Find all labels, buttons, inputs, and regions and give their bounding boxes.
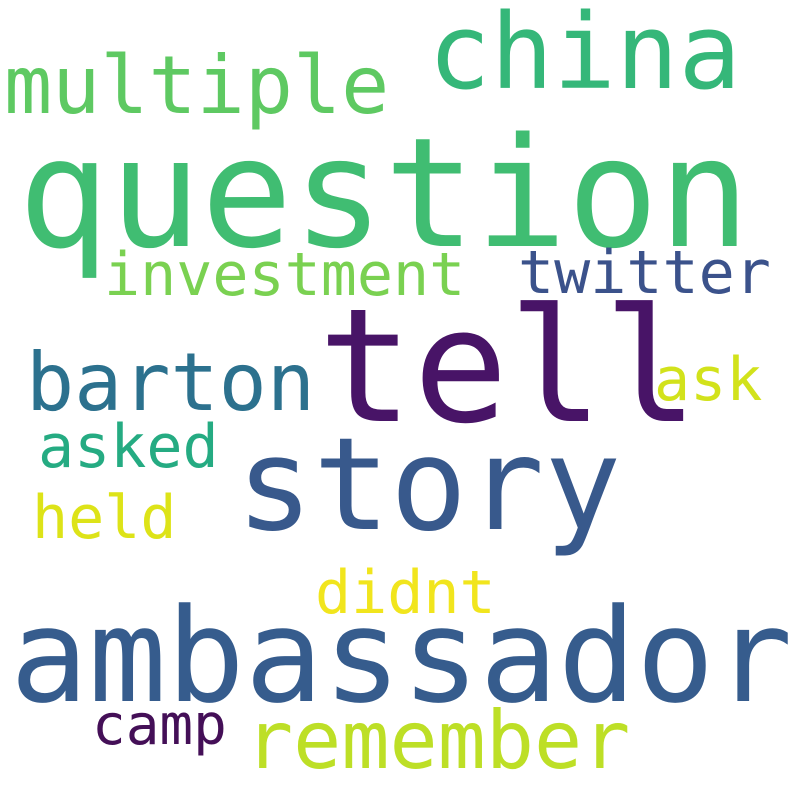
word-ambassador: ambassador	[10, 580, 793, 732]
word-barton: barton	[26, 336, 315, 429]
word-didnt: didnt	[315, 558, 496, 628]
word-remember: remember	[245, 694, 631, 787]
word-tell: tell	[318, 275, 699, 459]
word-multiple: multiple	[4, 39, 390, 132]
word-china: china	[428, 0, 742, 113]
word-asked: asked	[38, 412, 219, 482]
word-twitter: twitter	[518, 238, 771, 308]
word-investment: investment	[104, 240, 466, 310]
word-story: story	[236, 411, 622, 560]
word-camp: camp	[92, 693, 227, 758]
word-question: question	[18, 105, 751, 282]
word-ask: ask	[654, 345, 763, 415]
word-held: held	[32, 483, 177, 553]
